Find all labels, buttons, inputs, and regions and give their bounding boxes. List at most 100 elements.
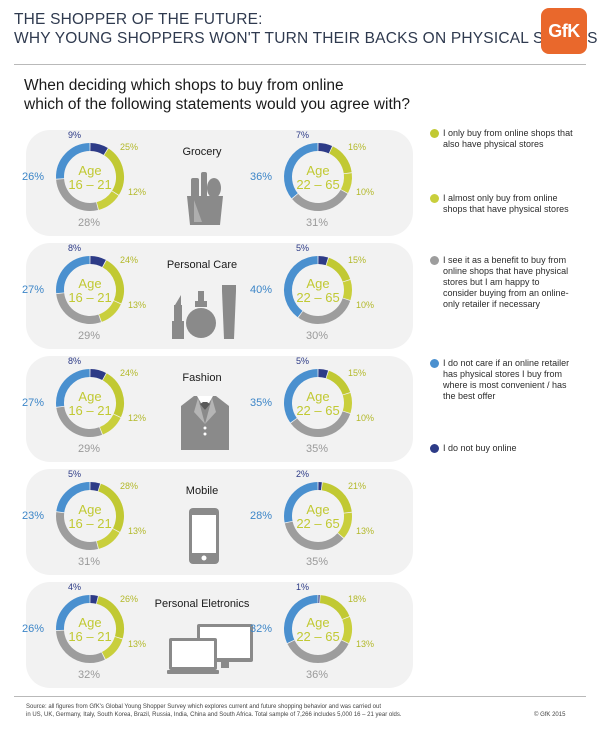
legend-text: I see it as a benefit to buy from online… [443, 255, 569, 309]
pct-label-1-adult-benefit: 30% [306, 330, 329, 342]
question-line-2: which of the following statements would … [24, 96, 410, 113]
age-group-1-young: 16 – 21 [68, 290, 112, 305]
pct-label-3-adult-dont_buy: 2% [296, 469, 310, 479]
pct-label-2-young-benefit: 29% [78, 443, 101, 455]
legend-swatch [430, 194, 439, 203]
legend-swatch [430, 444, 439, 453]
legend-swatch [430, 256, 439, 265]
legend-swatch [430, 129, 439, 138]
age-label-4-young: Age [78, 615, 102, 630]
age-group-1-adult: 22 – 65 [296, 290, 340, 305]
age-group-0-young: 16 – 21 [68, 177, 112, 192]
pct-label-3-young-dont_buy: 5% [68, 469, 82, 479]
source-note: Source: all figures from GfK's Global Yo… [26, 703, 466, 719]
age-group-2-adult: 22 – 65 [296, 403, 340, 418]
pct-label-0-young-only_physical: 25% [120, 142, 139, 152]
question-line-1: When deciding which shops to buy from on… [24, 77, 344, 94]
cosmetics-icon [168, 283, 244, 344]
pct-label-3-adult-benefit: 35% [306, 556, 329, 568]
source-line-2: in US, UK, Germany, Italy, South Korea, … [26, 712, 402, 718]
pct-label-4-adult-dont_care: 32% [250, 623, 273, 635]
age-label-0-adult: Age [306, 163, 330, 178]
age-group-4-adult: 22 – 65 [296, 629, 340, 644]
pct-label-0-adult-dont_buy: 7% [296, 130, 310, 140]
pct-label-0-adult-almost_only: 10% [356, 187, 375, 197]
age-label-4-adult: Age [306, 615, 330, 630]
pct-label-4-young-dont_buy: 4% [68, 582, 82, 592]
source-line-1: Source: all figures from GfK's Global Yo… [26, 704, 382, 710]
category-label-4: Personal Eletronics [154, 598, 250, 610]
pct-label-2-adult-almost_only: 10% [356, 413, 375, 423]
gfk-logo: GfK [541, 8, 587, 54]
pct-label-1-young-only_physical: 24% [120, 255, 139, 265]
pct-label-1-adult-dont_buy: 5% [296, 243, 310, 253]
pct-label-3-adult-almost_only: 13% [356, 526, 375, 536]
header-divider [14, 64, 586, 65]
pct-label-3-adult-dont_care: 28% [250, 510, 273, 522]
age-label-2-young: Age [78, 389, 102, 404]
pct-label-4-young-almost_only: 13% [128, 639, 147, 649]
pct-label-2-adult-only_physical: 15% [348, 368, 367, 378]
pct-label-1-young-dont_buy: 8% [68, 243, 82, 253]
computer-monitor-icon [167, 622, 259, 681]
pct-label-0-adult-only_physical: 16% [348, 142, 367, 152]
age-label-3-adult: Age [306, 502, 330, 517]
pct-label-4-adult-dont_buy: 1% [296, 582, 310, 592]
pct-label-2-adult-dont_buy: 5% [296, 356, 310, 366]
footer-divider [14, 696, 586, 697]
pct-label-0-young-dont_buy: 9% [68, 130, 82, 140]
pct-label-4-adult-benefit: 36% [306, 669, 329, 681]
title-line-2: WHY YOUNG SHOPPERS WON'T TURN THEIR BACK… [14, 30, 598, 47]
age-group-3-young: 16 – 21 [68, 516, 112, 531]
category-label-2: Fashion [182, 372, 222, 384]
pct-label-2-adult-dont_care: 35% [250, 397, 273, 409]
age-group-0-adult: 22 – 65 [296, 177, 340, 192]
age-label-2-adult: Age [306, 389, 330, 404]
pct-label-4-young-dont_care: 26% [22, 623, 45, 635]
pct-label-0-young-almost_only: 12% [128, 187, 147, 197]
pct-label-3-adult-only_physical: 21% [348, 481, 367, 491]
legend-text: I do not buy online [443, 443, 517, 453]
pct-label-4-adult-only_physical: 18% [348, 594, 367, 604]
pct-label-3-young-dont_care: 23% [22, 510, 45, 522]
legend-swatch [430, 359, 439, 368]
pct-label-4-adult-almost_only: 13% [356, 639, 375, 649]
age-group-4-young: 16 – 21 [68, 629, 112, 644]
pct-label-1-young-almost_only: 13% [128, 300, 147, 310]
pct-label-0-adult-dont_care: 36% [250, 171, 273, 183]
pct-label-1-adult-dont_care: 40% [250, 284, 273, 296]
pct-label-1-young-dont_care: 27% [22, 284, 45, 296]
pct-label-1-young-benefit: 29% [78, 330, 101, 342]
legend-text: I almost only buy from online shops that… [443, 193, 569, 214]
mobile-phone-icon [188, 507, 220, 570]
pct-label-2-young-dont_buy: 8% [68, 356, 82, 366]
legend-text: I do not care if an online retailer has … [443, 358, 570, 401]
title-line-1: THE SHOPPER OF THE FUTURE: [14, 11, 263, 28]
pct-label-0-young-dont_care: 26% [22, 171, 45, 183]
pct-label-3-young-almost_only: 13% [128, 526, 147, 536]
age-group-3-adult: 22 – 65 [296, 516, 340, 531]
pct-label-4-young-only_physical: 26% [120, 594, 139, 604]
category-label-0: Grocery [182, 146, 222, 158]
pct-label-0-young-benefit: 28% [78, 217, 101, 229]
shopping-bag-icon [182, 170, 228, 231]
pct-label-1-adult-only_physical: 15% [348, 255, 367, 265]
suit-icon [180, 394, 230, 455]
pct-label-2-young-almost_only: 12% [128, 413, 147, 423]
pct-label-2-adult-benefit: 35% [306, 443, 329, 455]
age-label-1-adult: Age [306, 276, 330, 291]
age-label-0-young: Age [78, 163, 102, 178]
pct-label-0-adult-benefit: 31% [306, 217, 329, 229]
age-label-1-young: Age [78, 276, 102, 291]
copyright: © GfK 2015 [534, 712, 566, 718]
pct-label-4-young-benefit: 32% [78, 669, 101, 681]
category-label-3: Mobile [185, 485, 219, 497]
age-label-3-young: Age [78, 502, 102, 517]
age-group-2-young: 16 – 21 [68, 403, 112, 418]
pct-label-2-young-dont_care: 27% [22, 397, 45, 409]
legend-text: I only buy from online shops that also h… [443, 128, 573, 149]
pct-label-3-young-benefit: 31% [78, 556, 101, 568]
pct-label-2-young-only_physical: 24% [120, 368, 139, 378]
pct-label-1-adult-almost_only: 10% [356, 300, 375, 310]
category-label-1: Personal Care [166, 259, 238, 271]
